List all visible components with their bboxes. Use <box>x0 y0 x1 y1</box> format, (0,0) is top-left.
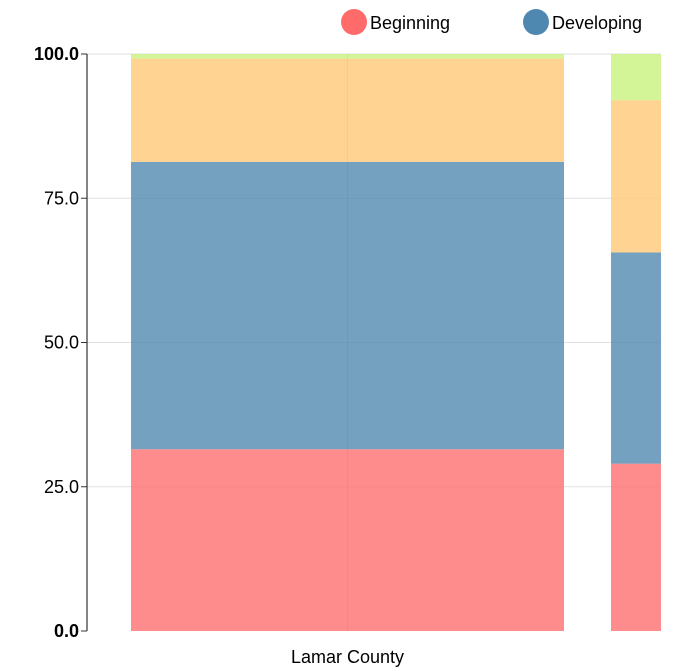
bar-segment[interactable] <box>611 463 679 631</box>
legend[interactable]: Beginning Developing <box>341 9 642 35</box>
bar-segment[interactable] <box>611 252 679 464</box>
legend-swatch <box>341 9 367 35</box>
x-axis: Lamar County <box>291 647 404 667</box>
y-tick-label: 75.0 <box>44 188 79 208</box>
legend-label: Beginning <box>370 13 450 33</box>
legend-swatch <box>523 9 549 35</box>
bars <box>131 54 679 631</box>
legend-label: Developing <box>552 13 642 33</box>
bar-segment[interactable] <box>611 54 679 101</box>
y-axis: 0.0 25.0 50.0 75.0 100.0 <box>34 44 88 641</box>
legend-item[interactable]: Developing <box>523 9 642 35</box>
y-tick-label: 0.0 <box>54 621 79 641</box>
y-tick-label: 50.0 <box>44 333 79 353</box>
bar-segment[interactable] <box>131 449 564 631</box>
bar-segment[interactable] <box>131 54 564 59</box>
x-tick-label: Lamar County <box>291 647 404 667</box>
y-tick-label: 100.0 <box>34 44 79 64</box>
bar-segment[interactable] <box>611 100 679 253</box>
legend-item[interactable]: Beginning <box>341 9 450 35</box>
bar-segment[interactable] <box>131 161 564 450</box>
bar-segment[interactable] <box>131 58 564 162</box>
y-tick-label: 25.0 <box>44 477 79 497</box>
